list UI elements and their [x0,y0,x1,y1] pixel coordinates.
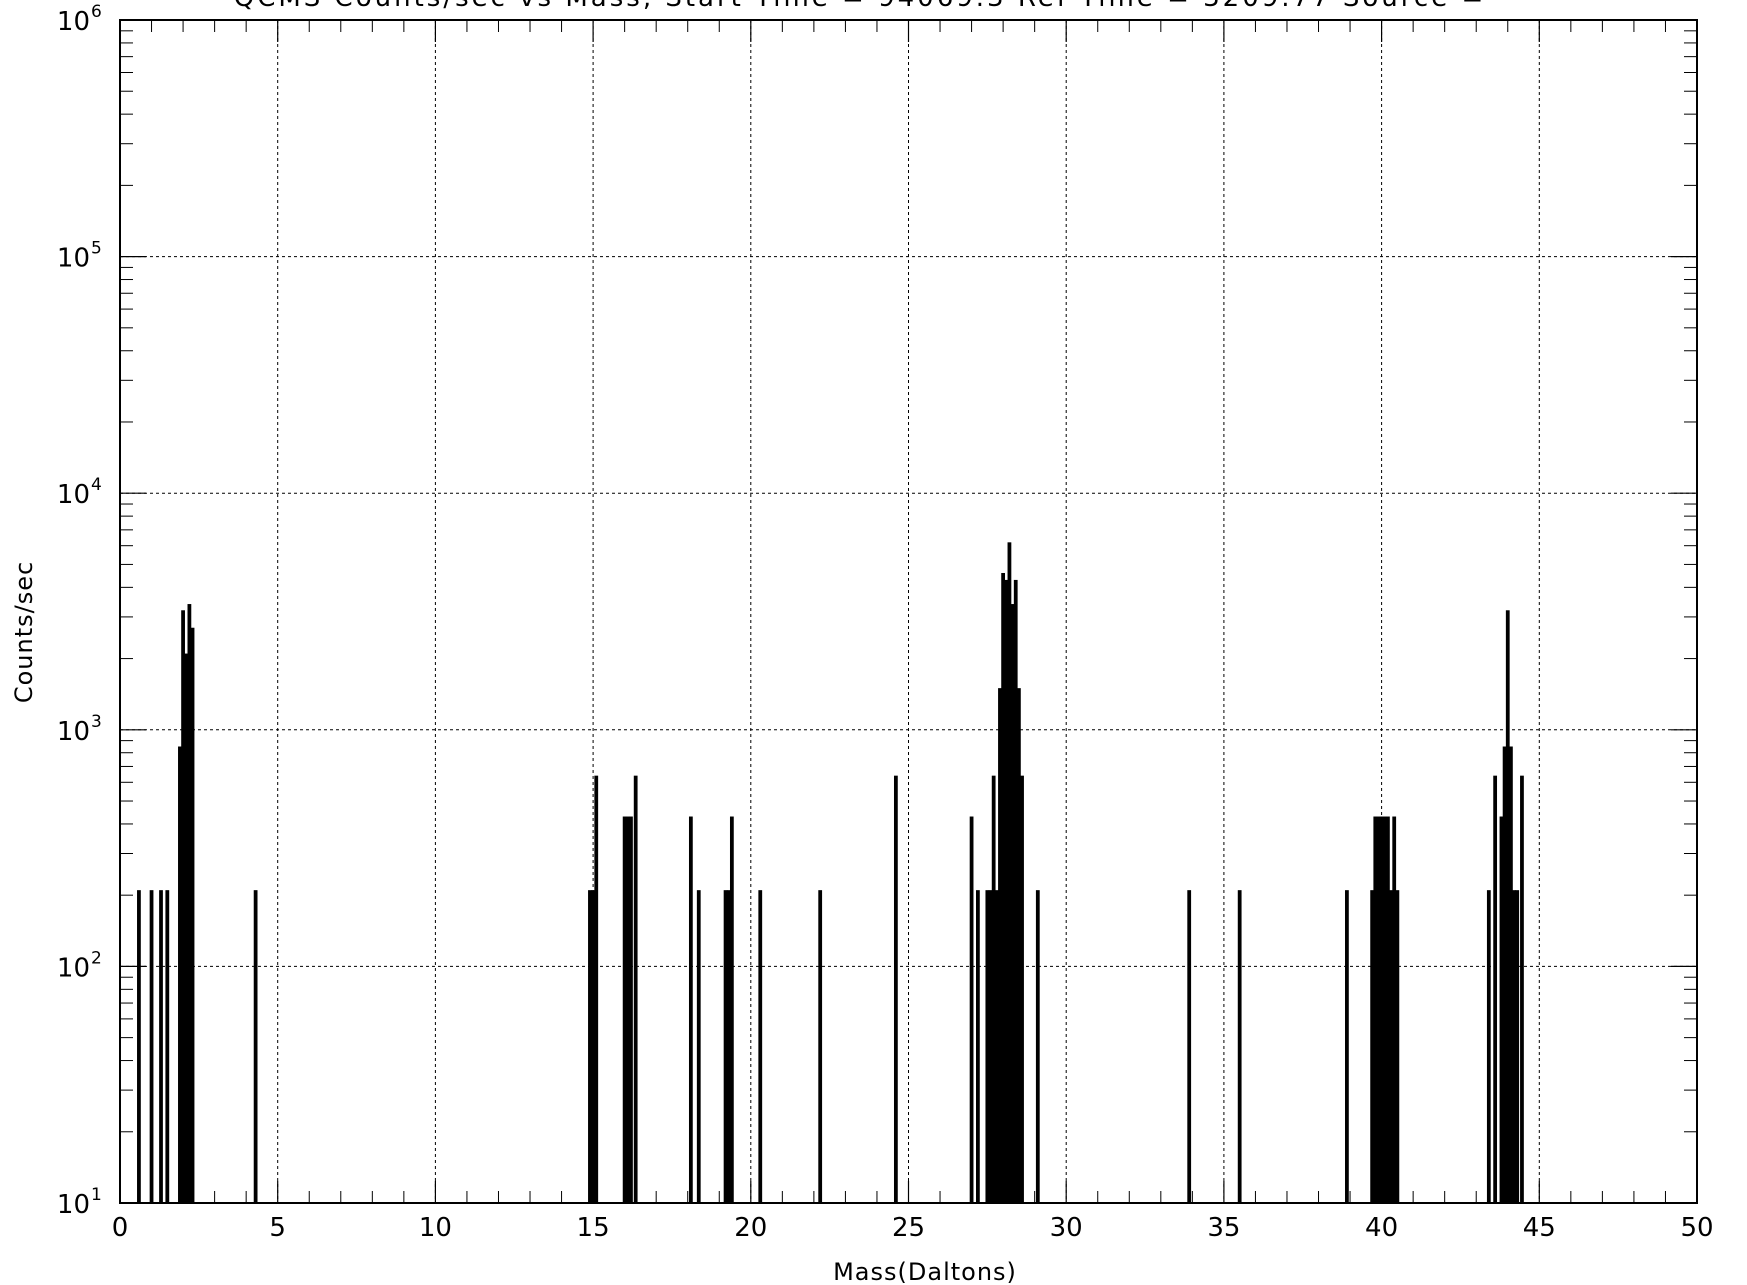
data-bar [1502,746,1507,1203]
data-bar [1392,816,1397,1203]
data-bar [758,890,763,1203]
data-bar [1382,816,1387,1203]
data-bar [1512,890,1516,1203]
data-bar [625,816,630,1203]
data-bar [588,890,592,1203]
data-bar [594,775,599,1203]
data-bar [818,890,823,1203]
data-bar [137,890,141,1203]
x-tick-label: 5 [269,1213,286,1243]
x-tick-label: 50 [1680,1213,1713,1243]
data-bar [1007,542,1012,1203]
data-bar [1379,816,1384,1203]
data-bar [1237,890,1242,1203]
data-bar [688,816,693,1203]
data-bar [622,816,627,1203]
data-bar [985,890,990,1203]
data-bar [696,890,701,1203]
data-bars [137,542,1524,1203]
plot-frame [119,19,1698,1204]
data-bar [1373,816,1378,1203]
data-bar [159,890,163,1203]
data-bar [969,816,974,1203]
x-tick-label: 40 [1365,1213,1398,1243]
y-tick-exponent: 6 [91,2,102,22]
data-bar [1004,579,1009,1203]
data-bar [1013,579,1018,1203]
data-bar [1395,890,1400,1203]
y-tick-exponent: 4 [91,475,102,495]
data-bar [253,890,258,1203]
data-bar [149,890,154,1203]
x-tick-label: 0 [112,1213,129,1243]
data-bar [178,746,182,1203]
data-bar [633,775,638,1203]
y-tick-exponent: 1 [91,1185,102,1205]
data-bar [994,890,999,1203]
y-axis-title: Counts/sec [10,561,38,703]
y-tick-label: 10 [57,1190,90,1220]
y-tick-exponent: 2 [91,948,102,968]
data-bar [729,816,734,1203]
y-tick-label: 10 [57,717,90,747]
chart-title: QCMS Counts/sec vs Mass, Start Time = 94… [234,0,1487,13]
data-bar [1035,890,1040,1203]
data-bar [190,627,195,1203]
y-tick-exponent: 5 [91,239,102,259]
x-tick-label: 30 [1050,1213,1083,1243]
data-bar [1509,746,1513,1203]
x-tick-label: 10 [419,1213,452,1243]
data-bar [591,890,595,1203]
data-bar [1017,688,1021,1203]
data-bar [1010,604,1015,1203]
x-tick-label: 35 [1207,1213,1240,1243]
data-bar [181,610,185,1203]
x-tick-label: 15 [577,1213,610,1243]
x-axis-title: Mass(Daltons) [833,1258,1017,1285]
data-bar [1515,890,1520,1203]
y-tick-label: 10 [57,953,90,983]
data-bar [629,816,633,1203]
data-bar [1376,816,1381,1203]
data-bar [1345,890,1349,1203]
data-bar [723,890,728,1203]
data-bar [1493,775,1498,1203]
data-bar [165,890,170,1203]
x-tick-labels: 0 5 10 15 20 25 30 35 40 45 50 [112,1213,1714,1243]
x-tick-label: 25 [892,1213,925,1243]
x-tick-label: 45 [1523,1213,1556,1243]
data-bar [1370,890,1375,1203]
data-bar [1389,890,1393,1203]
data-bar [1386,816,1390,1203]
data-bar [1520,775,1524,1203]
data-bar [1499,816,1504,1203]
data-bar [991,775,996,1203]
data-bar [187,604,192,1203]
data-bar [1187,890,1192,1203]
y-tick-label: 10 [57,7,90,37]
y-tick-exponent: 3 [91,712,102,732]
y-tick-label: 10 [57,244,90,274]
data-bar [1486,890,1491,1203]
data-bar [998,688,1002,1203]
data-bar [988,890,993,1203]
data-bar [726,890,731,1203]
data-bar [976,890,980,1203]
data-bar [1001,572,1006,1203]
data-bar [184,653,189,1203]
x-tick-label: 20 [734,1213,767,1243]
data-bar [1020,775,1024,1203]
y-tick-label: 10 [57,480,90,510]
data-bar [893,775,898,1203]
data-bar [1505,610,1510,1203]
